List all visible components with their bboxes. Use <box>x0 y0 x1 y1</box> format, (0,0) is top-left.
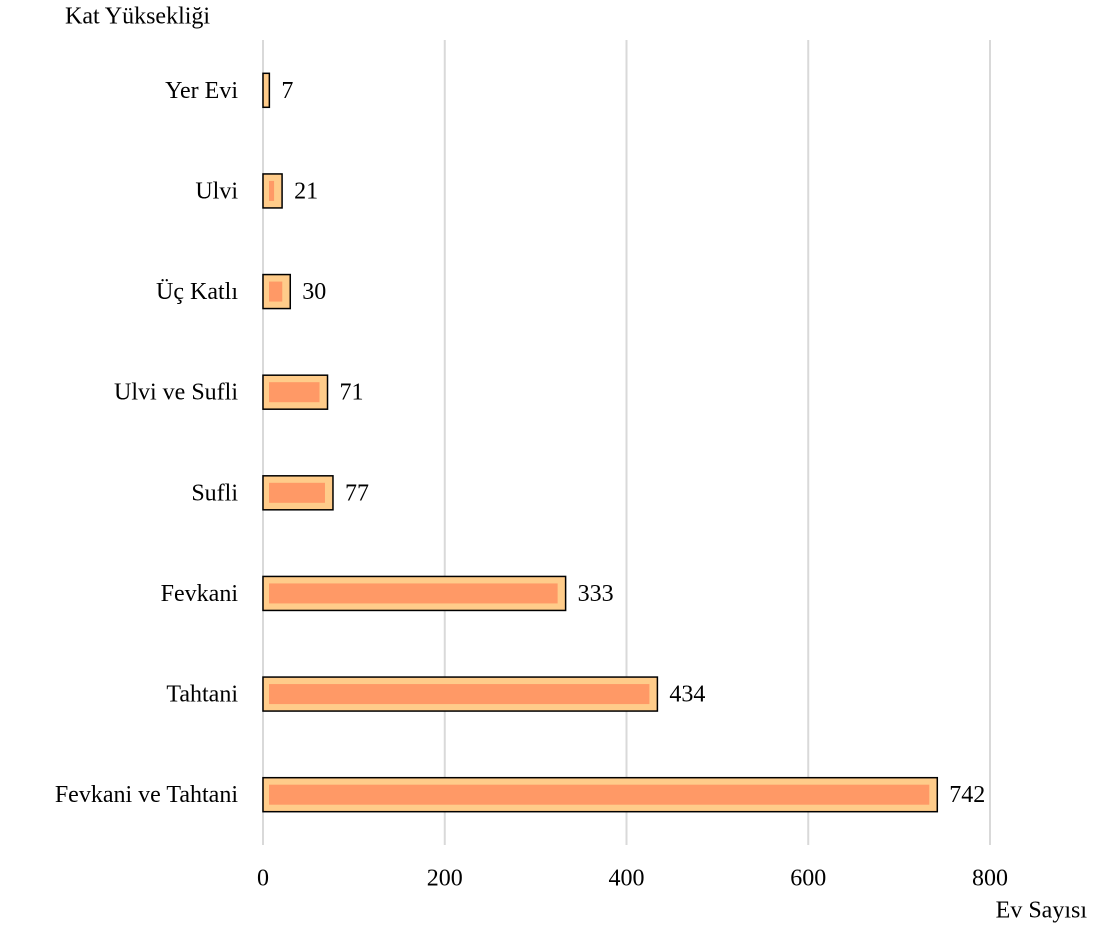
y-tick-label: Ulvi <box>195 178 238 204</box>
value-label: 77 <box>345 480 369 506</box>
bar-inner <box>269 784 930 805</box>
bar-inner <box>269 684 650 705</box>
y-tick-label: Tahtani <box>166 682 238 708</box>
bar <box>262 72 271 109</box>
value-label: 30 <box>302 279 326 305</box>
x-tick-label: 400 <box>609 866 645 892</box>
x-tick-label: 800 <box>972 866 1008 892</box>
value-label: 742 <box>949 782 985 808</box>
y-axis-label: Kat Yüksekliği <box>65 4 210 30</box>
bar-inner <box>269 482 325 503</box>
bar-inner <box>269 180 275 201</box>
value-label: 434 <box>669 682 705 708</box>
bar-inner <box>269 583 558 604</box>
value-label: 21 <box>294 178 318 204</box>
value-label: 71 <box>340 380 364 406</box>
bar-inner <box>269 382 320 403</box>
x-tick-label: 200 <box>427 866 463 892</box>
value-label: 333 <box>578 581 614 607</box>
x-tick-label: 600 <box>790 866 826 892</box>
bar-inner <box>269 281 283 302</box>
y-tick-label: Yer Evi <box>165 78 238 104</box>
x-tick-label: 0 <box>257 866 269 892</box>
x-axis-label: Ev Sayısı <box>996 898 1088 924</box>
y-tick-label: Fevkani ve Tahtani <box>55 782 238 808</box>
y-tick-label: Ulvi ve Sufli <box>114 380 238 406</box>
y-tick-label: Üç Katlı <box>156 279 238 305</box>
y-tick-label: Fevkani <box>161 581 239 607</box>
value-label: 7 <box>281 78 293 104</box>
y-tick-label: Sufli <box>191 480 238 506</box>
